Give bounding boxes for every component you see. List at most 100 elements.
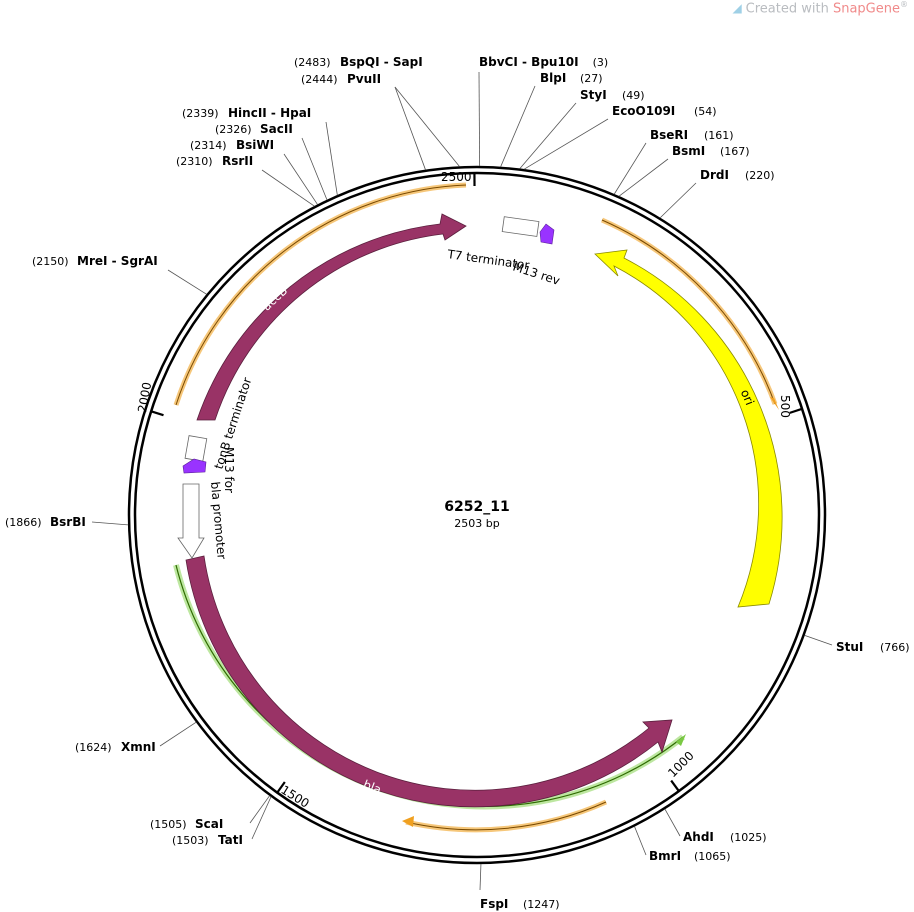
orf-arc-ori xyxy=(601,219,776,405)
site-leader xyxy=(159,721,197,747)
site-position: (2326) xyxy=(215,123,252,136)
site-name: FspI xyxy=(480,897,508,911)
site-name: BbvCI - Bpu10I xyxy=(479,55,579,69)
site-tati[interactable]: (1503) TatI xyxy=(172,796,272,847)
site-leader xyxy=(804,634,833,646)
watermark-prefix: Created with xyxy=(745,1,833,17)
feature-ori[interactable] xyxy=(594,249,783,608)
site-position: (2444) xyxy=(301,73,338,86)
feature-bla-label: bla xyxy=(361,777,383,797)
sites-layer: (2483) BspQI - SapI(2444) PvuII BbvCI - Bpu… xyxy=(5,55,910,911)
feature-m13-rev[interactable] xyxy=(539,223,555,245)
site-position: (1065) xyxy=(694,850,731,863)
feature-bla-promoter[interactable] xyxy=(177,483,205,559)
tick-label-1000: 1000 xyxy=(665,749,696,780)
site-name: RsrII xyxy=(222,154,253,168)
site-stui[interactable]: (766) StuI xyxy=(804,634,910,654)
site-blpi[interactable]: (27) BlpI xyxy=(500,71,603,167)
site-position: (1025) xyxy=(730,831,767,844)
site-position: (2314) xyxy=(190,139,227,152)
site-leader xyxy=(500,85,536,167)
site-rsrii[interactable]: (2310) RsrII xyxy=(176,154,315,207)
site-name: HincII - HpaI xyxy=(228,106,311,120)
tick-1000 xyxy=(670,779,680,792)
site-leader xyxy=(394,86,460,167)
site-leader xyxy=(478,71,481,167)
orf-arcs xyxy=(173,182,779,833)
site-bsmi[interactable]: (167) BsmI xyxy=(618,144,750,197)
site-ahdi[interactable]: (1025) AhdI xyxy=(664,808,767,844)
site-position: (2483) xyxy=(294,56,331,69)
site-position: (1624) xyxy=(75,741,112,754)
site-position: (2310) xyxy=(176,155,213,168)
tick-label-1500: 1500 xyxy=(278,783,311,811)
orf-arc-inner xyxy=(405,801,607,831)
site-bsrbi[interactable]: (1866) BsrBI xyxy=(5,515,129,529)
site-bseri[interactable]: (161) BseRI xyxy=(613,128,734,195)
site-position: (54) xyxy=(694,105,717,118)
site-leader xyxy=(251,796,272,840)
feature-tonb-terminator[interactable] xyxy=(184,435,208,462)
tick-label-2000: 2000 xyxy=(135,381,154,414)
site-name: DrdI xyxy=(700,168,729,182)
site-position: (27) xyxy=(580,72,603,85)
site-mrei[interactable]: (2150) MreI - SgrAI xyxy=(32,254,207,295)
orf-arc-accb xyxy=(175,184,467,406)
feature-t7-terminator[interactable] xyxy=(501,216,540,237)
site-name: StyI xyxy=(580,88,607,102)
site-leader xyxy=(613,142,647,195)
orf-arc-bla-head xyxy=(676,734,686,746)
site-name: AhdI xyxy=(683,830,714,844)
site-leader xyxy=(167,269,207,295)
site-position: (161) xyxy=(704,129,734,142)
feature-m13-for[interactable] xyxy=(182,458,207,474)
site-name: BlpI xyxy=(540,71,566,85)
feature-m13-for-label: M13 for xyxy=(222,447,236,493)
site-position: (1247) xyxy=(523,898,560,911)
site-name: ScaI xyxy=(195,817,223,831)
site-scai[interactable]: (1505) ScaI xyxy=(150,795,270,831)
site-leader xyxy=(301,137,328,201)
backbone-inner xyxy=(133,171,821,859)
site-name: TatI xyxy=(218,833,243,847)
site-ecoo109i[interactable]: (54) EcoO109I xyxy=(523,104,717,170)
plasmid-size: 2503 bp xyxy=(454,517,499,530)
site-leader xyxy=(325,121,338,196)
watermark-reg: ® xyxy=(900,0,908,9)
site-fspi[interactable]: (1247) FspI xyxy=(479,863,560,911)
tick-500 xyxy=(789,407,803,414)
tick-label-500: 500 xyxy=(778,395,792,418)
site-leader xyxy=(249,795,270,824)
site-hincii[interactable]: (2339) HincII - HpaI xyxy=(182,106,338,196)
site-leader xyxy=(394,86,426,170)
site-name: MreI - SgrAI xyxy=(77,254,158,268)
snapgene-logo-icon: ◢ xyxy=(732,1,742,16)
site-leader xyxy=(634,826,647,856)
site-leader xyxy=(618,158,669,197)
feature-bla[interactable] xyxy=(185,555,673,808)
site-sacii[interactable]: (2326) SacII xyxy=(215,122,328,201)
site-name: PvuII xyxy=(347,72,381,86)
site-styi[interactable]: (49) StyI xyxy=(519,88,645,169)
site-position: (766) xyxy=(880,641,910,654)
site-position: (3) xyxy=(593,56,609,69)
site-name: StuI xyxy=(836,640,863,654)
site-bbvci[interactable]: BbvCI - Bpu10I (3) xyxy=(478,55,609,167)
site-bmri[interactable]: (1065) BmrI xyxy=(634,826,731,863)
feature-bla-promoter-label: bla promoter xyxy=(208,481,229,560)
site-pvuii[interactable]: (2444) PvuII xyxy=(301,72,426,170)
orf-arc-ori-head xyxy=(770,397,779,410)
site-leader xyxy=(261,169,315,207)
site-bsiwi[interactable]: (2314) BsiWI xyxy=(190,138,318,205)
site-leader xyxy=(659,182,697,219)
site-position: (2150) xyxy=(32,255,69,268)
site-position: (49) xyxy=(622,89,645,102)
site-name: BmrI xyxy=(649,849,681,863)
site-position: (220) xyxy=(745,169,775,182)
feature-accb[interactable] xyxy=(196,213,467,421)
site-drdi[interactable]: (220) DrdI xyxy=(659,168,775,219)
site-bspqi[interactable]: (2483) BspQI - SapI xyxy=(294,55,460,167)
site-leader xyxy=(523,118,609,170)
site-xmni[interactable]: (1624) XmnI xyxy=(75,721,197,754)
